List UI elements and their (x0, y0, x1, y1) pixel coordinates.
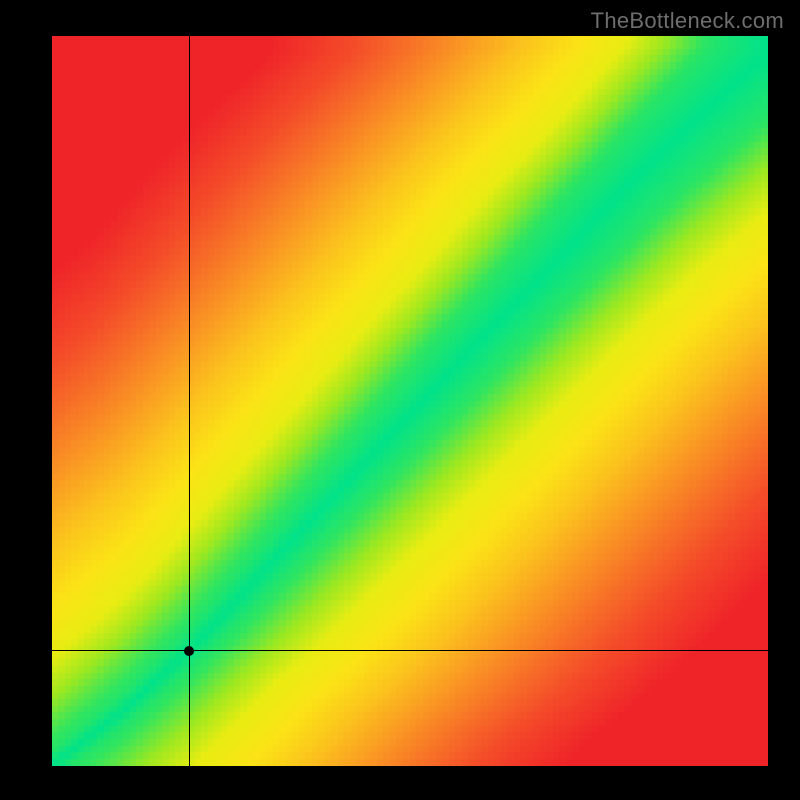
heatmap-canvas (52, 36, 768, 766)
crosshair-vertical (189, 36, 190, 766)
heatmap-plot (52, 36, 768, 766)
crosshair-horizontal (52, 650, 768, 651)
chart-container: { "watermark": { "text": "TheBottleneck.… (0, 0, 800, 800)
watermark-text: TheBottleneck.com (591, 8, 784, 34)
selection-marker (184, 646, 194, 656)
